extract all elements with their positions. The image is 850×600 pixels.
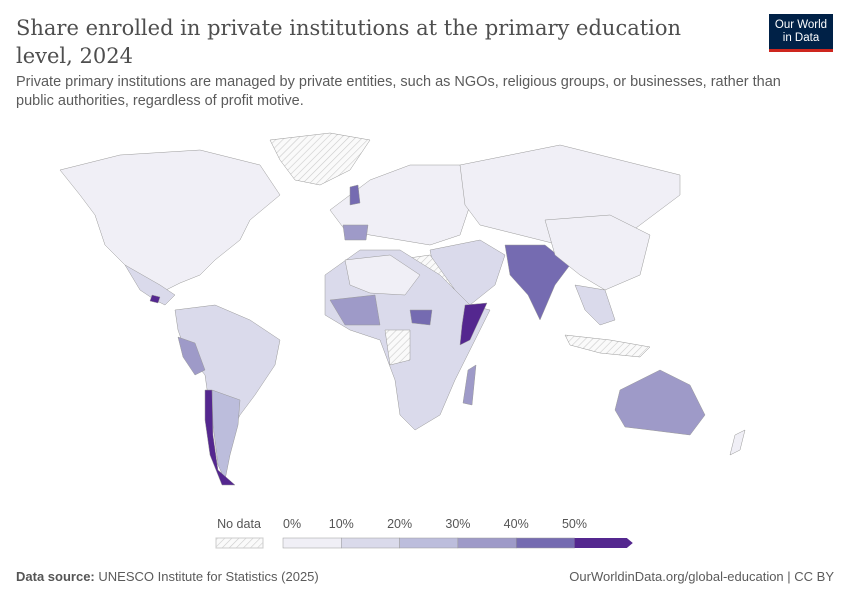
spain[interactable] (342, 224, 369, 241)
southeast-asia[interactable] (574, 284, 616, 326)
central-africa-nodata[interactable] (384, 329, 411, 366)
legend-bin[interactable] (457, 537, 517, 549)
india[interactable] (504, 244, 571, 321)
legend-bin[interactable] (341, 537, 400, 549)
legend-bin-label: 30% (445, 517, 470, 531)
legend-bin[interactable] (515, 537, 575, 549)
chart-title: Share enrolled in private institutions a… (16, 16, 682, 68)
argentina[interactable] (211, 389, 241, 481)
legend-no-data-label: No data (217, 517, 261, 531)
owid-logo[interactable]: Our World in Data (769, 14, 833, 52)
legend-bin[interactable] (574, 538, 633, 548)
legend-bin-label: 0% (283, 517, 301, 531)
map-legend: No data 0% 10% 20% 30% 40% 50% (0, 515, 850, 555)
china-east-asia[interactable] (544, 214, 651, 291)
indonesia[interactable] (564, 334, 651, 358)
somalia[interactable] (459, 302, 488, 346)
legend-bin[interactable] (399, 537, 459, 549)
legend-bin-label: 40% (504, 517, 529, 531)
legend-no-data-swatch (215, 537, 264, 549)
chile[interactable] (204, 389, 236, 486)
south-sudan[interactable] (409, 309, 433, 326)
greenland[interactable] (269, 132, 371, 186)
madagascar[interactable] (462, 364, 477, 406)
legend-bin-label: 10% (329, 517, 354, 531)
west-africa[interactable] (329, 294, 381, 326)
legend-bin[interactable] (282, 537, 342, 549)
sahara[interactable] (344, 254, 421, 296)
footer-source: Data source: UNESCO Institute for Statis… (16, 569, 319, 584)
mexico-central-america[interactable] (124, 264, 176, 306)
panama[interactable] (149, 294, 161, 304)
uk[interactable] (349, 184, 361, 206)
peru[interactable] (177, 336, 206, 376)
australia[interactable] (614, 369, 706, 436)
footer-url[interactable]: OurWorldinData.org/global-education | CC… (569, 569, 834, 584)
new-zealand[interactable] (729, 429, 746, 456)
world-map[interactable] (0, 125, 850, 505)
legend-bin-label: 20% (387, 517, 412, 531)
chart-subtitle: Private primary institutions are managed… (16, 74, 781, 109)
north-america[interactable] (59, 149, 281, 294)
legend-bin-label: 50% (562, 517, 587, 531)
